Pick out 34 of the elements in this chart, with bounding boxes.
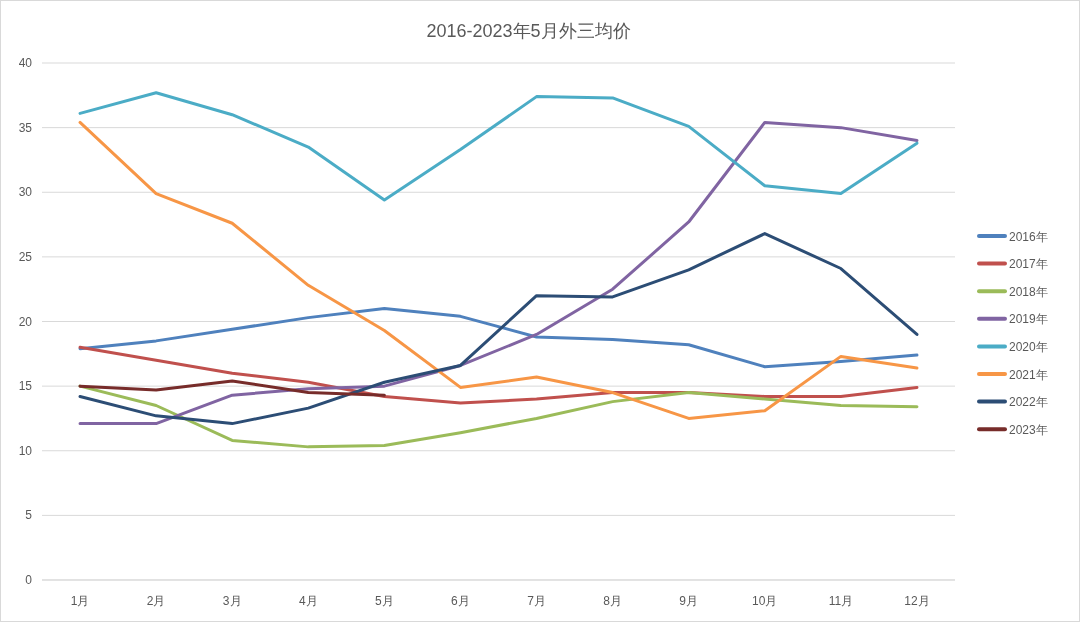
x-tick-label: 3月 (222, 594, 242, 608)
line-series (78, 379, 386, 397)
x-tick-label: 2月 (146, 594, 166, 608)
x-tick-label: 1月 (70, 594, 90, 608)
x-tick-label: 12月 (904, 594, 930, 608)
legend-label: 2022年 (1009, 395, 1048, 410)
legend-label: 2021年 (1009, 367, 1048, 382)
legend-label: 2018年 (1009, 284, 1048, 299)
y-tick-label: 20 (18, 314, 33, 329)
y-tick-label: 15 (18, 379, 33, 394)
legend-label: 2017年 (1009, 257, 1048, 272)
y-tick-label: 10 (18, 443, 33, 458)
x-tick-label: 9月 (679, 594, 699, 608)
legend-label: 2020年 (1009, 339, 1048, 354)
x-tick-label: 4月 (298, 594, 318, 608)
legend-label: 2016年 (1009, 229, 1048, 244)
x-tick-label: 8月 (603, 594, 622, 608)
x-tick-label: 6月 (451, 594, 470, 608)
y-tick-label: 30 (18, 185, 33, 200)
y-tick-label: 5 (25, 508, 33, 523)
x-tick-label: 5月 (375, 594, 394, 608)
x-tick-label: 10月 (752, 594, 778, 608)
line-series (78, 232, 919, 426)
chart-title: 2016-2023年5月外三均价 (426, 21, 631, 41)
legend-label: 2023年 (1009, 422, 1048, 437)
line-series (78, 91, 919, 202)
legend-label: 2019年 (1009, 312, 1048, 327)
y-tick-label: 40 (18, 56, 33, 70)
line-series (78, 307, 919, 369)
x-tick-label: 7月 (527, 594, 546, 608)
y-tick-label: 0 (25, 573, 33, 587)
x-tick-label: 11月 (828, 594, 854, 608)
y-tick-label: 25 (18, 249, 33, 264)
y-tick-label: 35 (18, 120, 33, 135)
